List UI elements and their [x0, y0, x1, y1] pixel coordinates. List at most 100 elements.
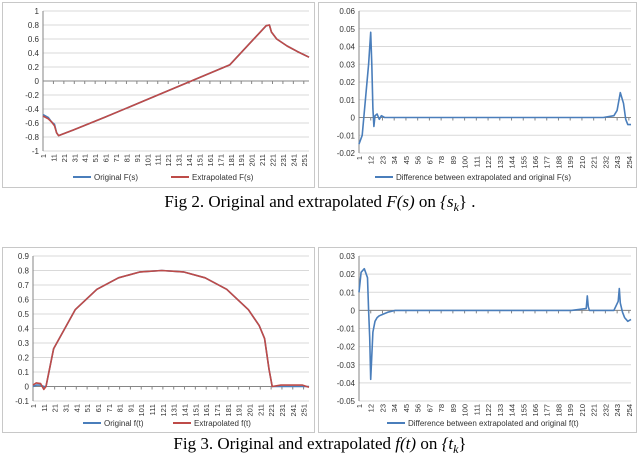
y-tick-label: 0 — [35, 77, 40, 86]
x-tick-label: 111 — [154, 154, 163, 165]
x-tick-label: 61 — [102, 154, 111, 162]
x-tick-label: 199 — [566, 404, 575, 417]
caption-tail: } . — [458, 192, 476, 211]
y-tick-label: -0.4 — [25, 105, 39, 114]
caption-lead: Fig 2. Original and extrapolated — [164, 192, 383, 211]
x-tick-label: 141 — [185, 154, 194, 167]
x-tick-label: 41 — [72, 404, 81, 412]
caption-set: {s — [440, 192, 454, 211]
x-tick-label: 78 — [437, 404, 446, 412]
caption-lead: Fig 3. Original and extrapolated — [173, 434, 392, 453]
y-tick-label: -0.01 — [337, 325, 356, 334]
x-tick-label: 151 — [191, 404, 200, 417]
y-tick-label: 0.2 — [28, 63, 40, 72]
x-tick-label: 111 — [472, 156, 481, 167]
x-tick-label: 201 — [245, 404, 254, 417]
chart-panel-fig3-left: -0.1 0 0.1 0.2 0.3 0.4 0.5 0.6 0.7 0.8 0.9 1 11 21 31 4… — [2, 247, 315, 433]
x-tick-label: 71 — [105, 404, 114, 412]
x-tick-label: 232 — [601, 404, 610, 417]
x-tick-label: 188 — [554, 156, 563, 169]
y-tick-label: -0.8 — [25, 133, 39, 142]
legend-label: Difference between extrapolated and orig… — [408, 419, 579, 428]
chart-panel-fig2-left: -1 -0.8 -0.6 -0.4 -0.2 0 0.2 0.4 0.6 0.8 1 1 11 21 31 4… — [2, 2, 315, 188]
x-tick-label: 111 — [472, 404, 481, 415]
legend-label: Extrapolated F(s) — [192, 173, 254, 182]
x-tick-label: 243 — [613, 404, 622, 417]
x-tick-label: 101 — [137, 404, 146, 417]
x-tick-label: 166 — [531, 156, 540, 169]
x-tick-label: 31 — [61, 404, 70, 412]
y-tick-label: 0.6 — [18, 296, 30, 305]
legend-label: Difference between extrapolated and orig… — [396, 173, 571, 182]
y-tick-label: 0.3 — [18, 339, 30, 348]
x-tick-label: 161 — [206, 154, 215, 167]
x-tick-label: 181 — [224, 404, 233, 417]
x-tick-label: 171 — [213, 404, 222, 417]
chart-panel-fig3-right: -0.05 -0.04 -0.03 -0.02 -0.01 0 0.01 0.02 0.03 1 1… — [318, 247, 637, 433]
y-tick-label: -0.1 — [15, 397, 29, 406]
x-tick-label: 144 — [508, 156, 517, 169]
y-tick-label: 0.01 — [339, 288, 355, 297]
caption-subscript: k — [453, 200, 459, 215]
x-tick-label: 1 — [355, 404, 364, 408]
x-tick-label: 78 — [437, 156, 446, 164]
x-tick-label: 221 — [267, 404, 276, 417]
x-tick-label: 232 — [601, 156, 610, 169]
x-tick-label: 211 — [256, 404, 265, 416]
x-tick-label: 201 — [248, 154, 257, 167]
series-line — [358, 31, 631, 145]
y-tick-label: 0.04 — [339, 43, 355, 52]
x-tick-label: 12 — [367, 156, 376, 164]
y-tick-label: 0.8 — [28, 21, 40, 30]
x-tick-label: 191 — [237, 154, 246, 167]
x-tick-label: 155 — [519, 156, 528, 169]
x-tick-label: 121 — [164, 154, 173, 167]
y-tick-label: 0.02 — [339, 270, 355, 279]
x-tick-label: 56 — [414, 404, 423, 412]
x-tick-label: 91 — [126, 404, 135, 412]
x-tick-label: 191 — [235, 404, 244, 417]
x-tick-label: 51 — [91, 154, 100, 162]
y-tick-label: -0.2 — [25, 91, 39, 100]
x-tick-label: 241 — [289, 404, 298, 417]
y-tick-label: -0.05 — [337, 397, 356, 406]
x-tick-label: 254 — [625, 404, 634, 417]
x-tick-label: 221 — [590, 404, 599, 417]
x-tick-label: 177 — [543, 156, 552, 169]
x-tick-label: 131 — [175, 154, 184, 167]
x-tick-label: 23 — [378, 404, 387, 412]
caption-mid: on — [418, 192, 436, 211]
y-tick-label: 0.9 — [18, 252, 30, 261]
x-tick-label: 67 — [425, 404, 434, 412]
x-tick-label: 1 — [355, 156, 364, 160]
x-tick-label: 51 — [83, 404, 92, 412]
x-tick-label: 188 — [554, 404, 563, 417]
figure-caption-fig3: Fig 3. Original and extrapolated f(t) on… — [0, 434, 640, 458]
x-tick-label: 171 — [216, 154, 225, 167]
x-tick-label: 11 — [49, 154, 58, 162]
x-tick-label: 210 — [578, 404, 587, 417]
x-tick-label: 100 — [461, 404, 470, 417]
x-tick-label: 155 — [519, 404, 528, 417]
legend-label: Original f(t) — [104, 419, 144, 428]
x-tick-label: 100 — [461, 156, 470, 169]
y-tick-label: -0.6 — [25, 119, 39, 128]
y-tick-label: 1 — [35, 7, 40, 16]
x-tick-label: 81 — [122, 154, 131, 162]
x-tick-label: 133 — [496, 156, 505, 169]
y-tick-label: 0 — [351, 306, 356, 315]
x-tick-label: 221 — [590, 156, 599, 169]
x-tick-label: 122 — [484, 156, 493, 169]
series-line — [32, 269, 310, 391]
series-line — [358, 267, 632, 381]
x-tick-label: 71 — [112, 154, 121, 162]
x-tick-label: 61 — [94, 404, 103, 412]
y-tick-label: 0.03 — [339, 252, 355, 261]
caption-function: f(t) — [395, 434, 417, 453]
y-tick-label: 0.4 — [28, 49, 40, 58]
x-tick-label: 67 — [425, 156, 434, 164]
chart-panel-fig2-right: -0.02 -0.01 0 0.01 0.02 0.03 0.04 0.05 0.06 1 12 23… — [318, 2, 637, 188]
figure-caption-fig2: Fig 2. Original and extrapolated F(s) on… — [0, 192, 640, 216]
x-tick-label: 144 — [508, 404, 517, 417]
